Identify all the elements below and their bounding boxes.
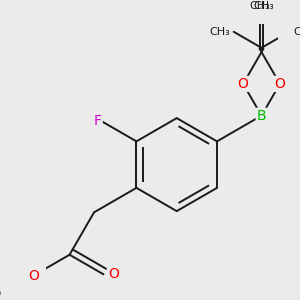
Text: CH₃: CH₃	[0, 287, 1, 297]
Text: F: F	[94, 114, 102, 128]
Text: CH₃: CH₃	[293, 27, 300, 37]
Text: O: O	[108, 267, 119, 281]
Text: B: B	[257, 109, 266, 123]
Text: O: O	[28, 269, 39, 283]
Text: CH₃: CH₃	[253, 1, 274, 11]
Text: CH₃: CH₃	[249, 1, 270, 11]
Text: CH₃: CH₃	[209, 27, 230, 37]
Text: O: O	[274, 77, 285, 91]
Text: O: O	[238, 77, 249, 91]
